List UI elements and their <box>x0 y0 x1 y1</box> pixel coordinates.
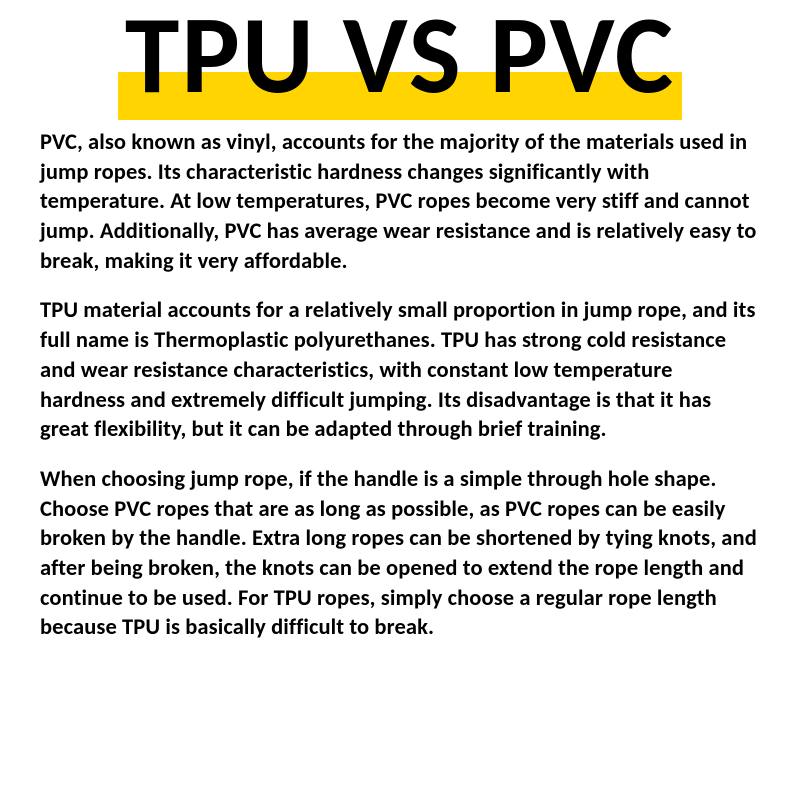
paragraph-pvc: PVC, also known as vinyl, accounts for t… <box>40 128 760 276</box>
title-container: TPU VS PVC <box>40 0 760 110</box>
page-title: TPU VS PVC <box>125 0 675 110</box>
paragraph-tpu: TPU material accounts for a relatively s… <box>40 296 760 444</box>
paragraph-choice: When choosing jump rope, if the handle i… <box>40 465 760 643</box>
